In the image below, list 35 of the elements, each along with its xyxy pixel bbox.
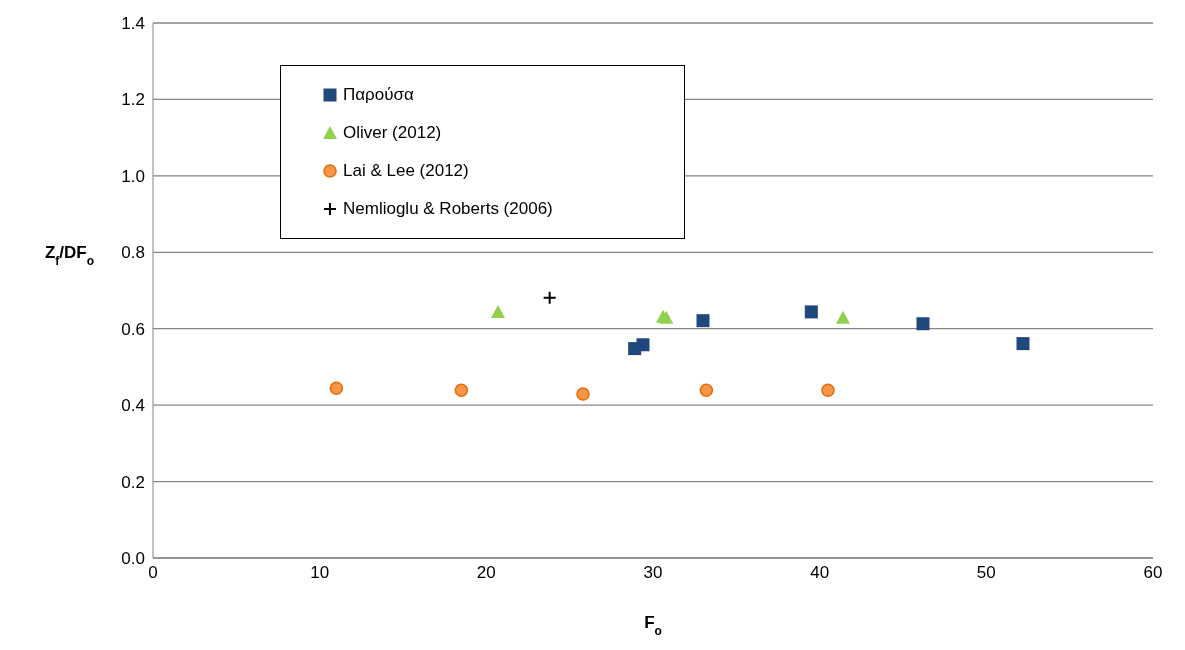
point <box>1016 337 1030 351</box>
point <box>454 383 469 397</box>
point <box>542 290 557 305</box>
point <box>804 305 818 319</box>
legend-label: Oliver (2012) <box>343 122 442 144</box>
y-axis-title: Z$_{f}$/DF$_{o}$ <box>44 243 94 269</box>
legend-label: Lai & Lee (2012) <box>343 160 469 182</box>
point <box>821 383 835 397</box>
legend-label: Παρούσα <box>343 84 414 106</box>
x-tick-label: 10 <box>310 563 330 583</box>
point <box>491 304 505 318</box>
x-tick-label: 40 <box>810 563 830 583</box>
y-tick-label: 0.8 <box>121 243 145 263</box>
y-tick-label: 1.0 <box>121 166 145 186</box>
point <box>636 338 650 352</box>
y-tick-label: 1.4 <box>121 14 145 34</box>
y-tick-label: 1.2 <box>121 90 145 110</box>
point <box>916 317 930 331</box>
point <box>659 310 674 324</box>
x-tick-label: 30 <box>643 563 663 583</box>
y-tick-label: 0.0 <box>121 549 145 569</box>
y-tick-label: 0.2 <box>121 472 145 492</box>
point <box>576 387 590 401</box>
point <box>329 381 344 396</box>
x-tick-label: 20 <box>476 563 496 583</box>
y-tick-label: 0.6 <box>121 319 145 339</box>
legend-label: Nemlioglu & Roberts (2006) <box>343 198 553 220</box>
x-axis-title: F$_{o}$ <box>644 613 662 638</box>
y-tick-label: 0.4 <box>121 396 145 416</box>
x-tick-label: 0 <box>148 563 158 583</box>
point <box>836 310 850 324</box>
point <box>696 314 710 328</box>
point <box>699 383 714 397</box>
x-tick-label: 60 <box>1143 563 1163 583</box>
x-tick-label: 50 <box>976 563 996 583</box>
